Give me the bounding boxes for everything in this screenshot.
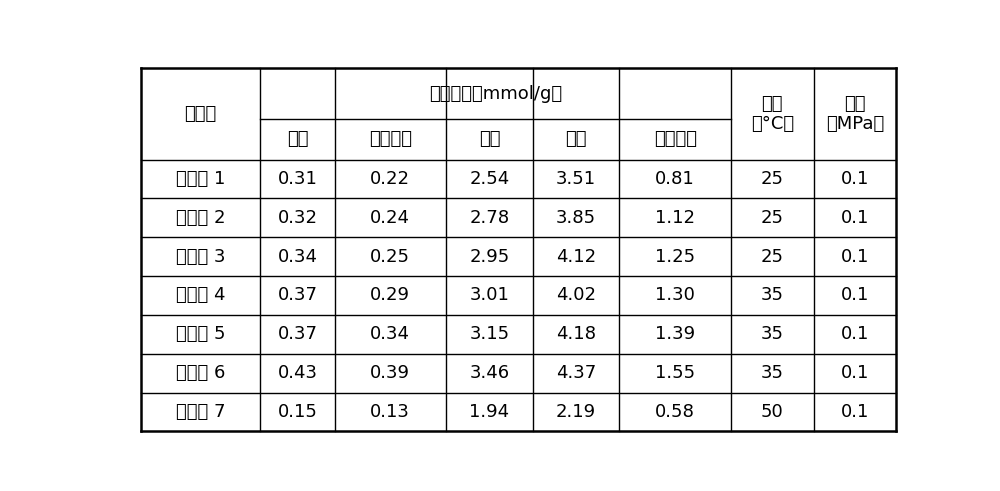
- Text: 0.15: 0.15: [277, 403, 317, 421]
- Text: 35: 35: [761, 286, 784, 304]
- Text: 实施例 4: 实施例 4: [176, 286, 225, 304]
- Text: 4.18: 4.18: [556, 325, 596, 343]
- Text: 实施例 6: 实施例 6: [176, 364, 225, 382]
- Text: 2.54: 2.54: [469, 170, 510, 188]
- Text: 4.37: 4.37: [556, 364, 596, 382]
- Text: 0.1: 0.1: [841, 403, 869, 421]
- Text: 1.39: 1.39: [655, 325, 695, 343]
- Text: 实施例 3: 实施例 3: [176, 247, 225, 266]
- Text: 0.34: 0.34: [370, 325, 410, 343]
- Text: 丙烯: 丙烯: [565, 130, 587, 148]
- Text: 乙烯: 乙烯: [479, 130, 500, 148]
- Text: 0.37: 0.37: [277, 325, 317, 343]
- Text: 0.29: 0.29: [370, 286, 410, 304]
- Text: 2.78: 2.78: [469, 209, 509, 227]
- Text: 0.31: 0.31: [277, 170, 317, 188]
- Text: 35: 35: [761, 325, 784, 343]
- Text: 1.25: 1.25: [655, 247, 695, 266]
- Text: 4.02: 4.02: [556, 286, 596, 304]
- Text: 3.46: 3.46: [469, 364, 509, 382]
- Text: 0.34: 0.34: [277, 247, 317, 266]
- Text: 一氧化碳: 一氧化碳: [654, 130, 697, 148]
- Text: 实施例 5: 实施例 5: [176, 325, 225, 343]
- Text: 25: 25: [761, 170, 784, 188]
- Text: 3.85: 3.85: [556, 209, 596, 227]
- Text: 1.12: 1.12: [655, 209, 695, 227]
- Text: 2.19: 2.19: [556, 403, 596, 421]
- Text: 0.25: 0.25: [370, 247, 410, 266]
- Text: 4.12: 4.12: [556, 247, 596, 266]
- Text: 塗嘱: 塗嘱: [287, 130, 308, 148]
- Text: 苯并塗嘱: 苯并塗嘱: [369, 130, 412, 148]
- Text: 实施例 1: 实施例 1: [176, 170, 225, 188]
- Text: 实施例 2: 实施例 2: [176, 209, 225, 227]
- Text: 0.81: 0.81: [655, 170, 695, 188]
- Text: 0.58: 0.58: [655, 403, 695, 421]
- Text: 25: 25: [761, 247, 784, 266]
- Text: 1.55: 1.55: [655, 364, 695, 382]
- Text: 50: 50: [761, 403, 784, 421]
- Text: 3.01: 3.01: [469, 286, 509, 304]
- Text: 实施例: 实施例: [184, 105, 216, 123]
- Text: 0.13: 0.13: [370, 403, 410, 421]
- Text: 25: 25: [761, 209, 784, 227]
- Text: 0.32: 0.32: [277, 209, 317, 227]
- Text: 吸附容量（mmol/g）: 吸附容量（mmol/g）: [429, 84, 562, 103]
- Text: 0.43: 0.43: [277, 364, 317, 382]
- Text: 3.51: 3.51: [556, 170, 596, 188]
- Text: 3.15: 3.15: [469, 325, 509, 343]
- Text: 1.30: 1.30: [655, 286, 695, 304]
- Text: 0.1: 0.1: [841, 170, 869, 188]
- Text: 温度
（°C）: 温度 （°C）: [751, 95, 794, 134]
- Text: 0.37: 0.37: [277, 286, 317, 304]
- Text: 0.1: 0.1: [841, 247, 869, 266]
- Text: 0.1: 0.1: [841, 325, 869, 343]
- Text: 0.22: 0.22: [370, 170, 410, 188]
- Text: 35: 35: [761, 364, 784, 382]
- Text: 0.24: 0.24: [370, 209, 410, 227]
- Text: 0.39: 0.39: [370, 364, 410, 382]
- Text: 0.1: 0.1: [841, 209, 869, 227]
- Text: 2.95: 2.95: [469, 247, 510, 266]
- Text: 压力
（MPa）: 压力 （MPa）: [826, 95, 884, 134]
- Text: 1.94: 1.94: [469, 403, 509, 421]
- Text: 0.1: 0.1: [841, 286, 869, 304]
- Text: 实施例 7: 实施例 7: [176, 403, 225, 421]
- Text: 0.1: 0.1: [841, 364, 869, 382]
